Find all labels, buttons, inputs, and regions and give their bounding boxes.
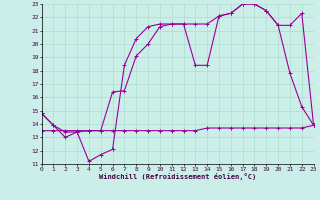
X-axis label: Windchill (Refroidissement éolien,°C): Windchill (Refroidissement éolien,°C) bbox=[99, 173, 256, 180]
